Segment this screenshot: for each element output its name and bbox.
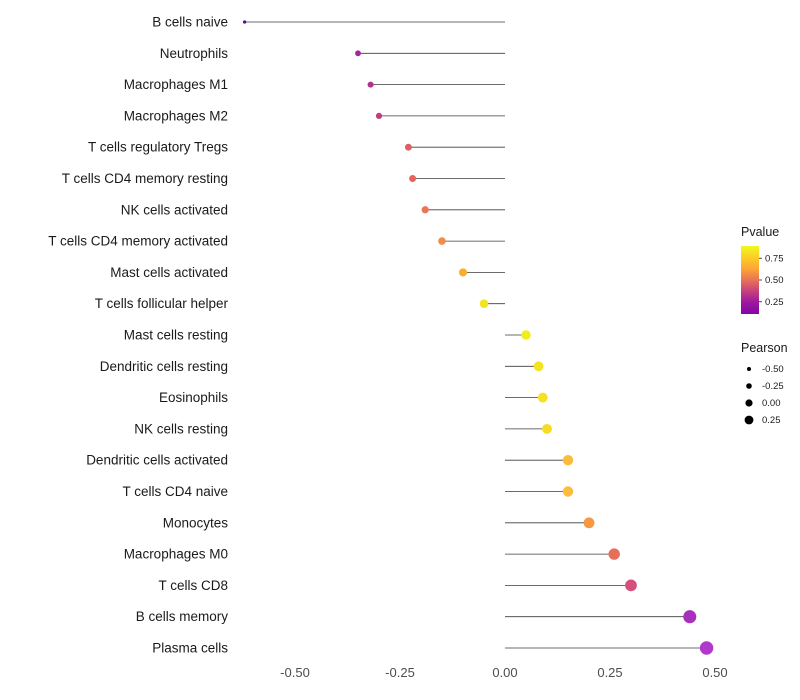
- category-label: Macrophages M0: [124, 547, 228, 562]
- data-point: [458, 268, 468, 277]
- category-label: NK cells activated: [121, 202, 228, 217]
- data-point: [542, 423, 552, 434]
- category-label: B cells memory: [136, 609, 229, 624]
- color-legend-tick-label: 0.25: [765, 297, 784, 308]
- category-label: B cells naive: [152, 15, 228, 30]
- category-label: Mast cells resting: [124, 328, 228, 343]
- category-label: Eosinophils: [159, 390, 228, 405]
- data-point: [683, 610, 697, 624]
- category-label: NK cells resting: [134, 421, 228, 436]
- category-label: Dendritic cells resting: [100, 359, 228, 374]
- size-legend-label: 0.00: [762, 398, 781, 409]
- data-point: [533, 361, 544, 372]
- category-label: T cells CD8: [158, 578, 228, 593]
- data-point: [583, 517, 595, 529]
- category-label: Monocytes: [163, 515, 229, 530]
- data-point: [608, 548, 620, 560]
- data-point: [421, 206, 429, 214]
- data-point: [562, 455, 574, 466]
- pvalue-gradient-bar: [741, 246, 759, 314]
- category-label: T cells CD4 memory activated: [48, 234, 228, 249]
- size-legend-dot: [744, 415, 754, 425]
- category-label: Plasma cells: [152, 641, 228, 656]
- data-point: [537, 392, 548, 403]
- data-point: [521, 330, 531, 340]
- category-label: Macrophages M2: [124, 108, 228, 123]
- size-legend-dot: [745, 399, 753, 407]
- category-label: Neutrophils: [160, 46, 229, 61]
- data-point: [242, 20, 247, 24]
- color-legend-tick-label: 0.50: [765, 275, 784, 286]
- category-label: T cells follicular helper: [95, 296, 229, 311]
- color-legend-title: Pvalue: [741, 225, 779, 239]
- category-label: Mast cells activated: [110, 265, 228, 280]
- category-label: Dendritic cells activated: [86, 453, 228, 468]
- data-point: [355, 50, 361, 57]
- size-legend-label: -0.50: [762, 364, 784, 375]
- data-point: [409, 175, 417, 182]
- x-tick-label: -0.50: [280, 665, 310, 680]
- size-legend-label: 0.25: [762, 415, 781, 426]
- data-point: [367, 81, 374, 88]
- data-point: [438, 237, 446, 245]
- size-legend-dot: [747, 367, 751, 371]
- x-tick-label: 0.00: [492, 665, 517, 680]
- x-tick-label: 0.25: [597, 665, 622, 680]
- size-legend-title: Pearson: [741, 341, 788, 355]
- color-legend-tick-label: 0.75: [765, 253, 784, 264]
- x-tick-label: 0.50: [702, 665, 727, 680]
- category-label: T cells CD4 naive: [122, 484, 228, 499]
- category-label: Macrophages M1: [124, 77, 228, 92]
- category-label: T cells regulatory Tregs: [88, 140, 228, 155]
- data-point: [562, 486, 574, 497]
- data-point: [479, 299, 489, 308]
- size-legend-label: -0.25: [762, 381, 784, 392]
- data-point: [699, 641, 714, 655]
- size-legend-dot: [746, 383, 752, 389]
- data-point: [404, 143, 412, 151]
- x-tick-label: -0.25: [385, 665, 415, 680]
- data-point: [625, 579, 637, 592]
- category-label: T cells CD4 memory resting: [62, 171, 228, 186]
- data-point: [375, 112, 383, 120]
